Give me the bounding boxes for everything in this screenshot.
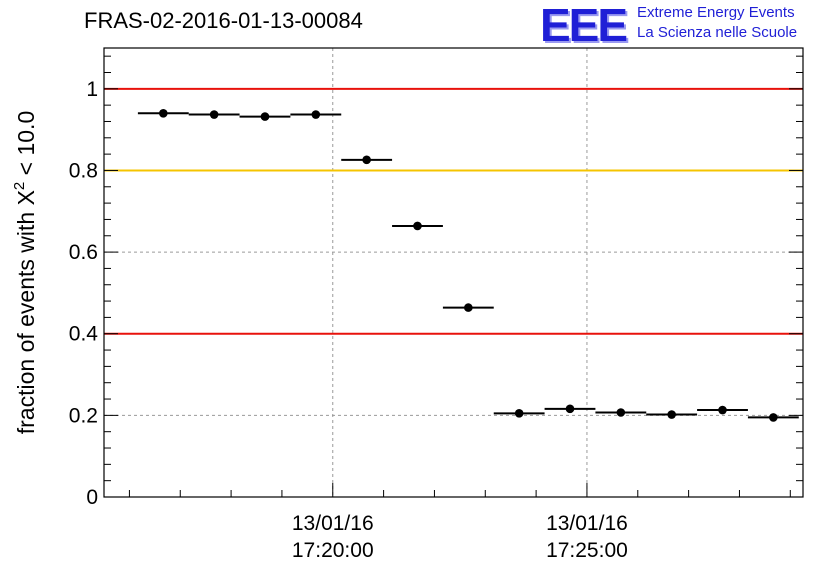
data-point: [362, 155, 371, 165]
y-axis-label-prefix: fraction of events with X: [13, 190, 39, 434]
y-tick-label: 0.6: [69, 241, 98, 264]
data-point: [718, 405, 727, 415]
data-point: [667, 410, 676, 419]
data-point: [209, 110, 219, 119]
y-tick-label: 1: [86, 78, 98, 101]
y-tick-label: 0: [86, 486, 98, 509]
y-axis-label: fraction of events with X2 < 10.0: [11, 111, 39, 435]
y-tick-label: 0.4: [69, 323, 99, 346]
data-point: [311, 110, 321, 119]
y-tick-label: 0.8: [69, 159, 98, 182]
data-point: [769, 413, 778, 422]
data-point: [565, 404, 575, 414]
x-tick-time-label: 17:20:00: [292, 539, 374, 562]
x-tick-date-label: 13/01/16: [292, 512, 374, 535]
x-tick-date-label: 13/01/16: [546, 512, 628, 535]
chart-title: FRAS-02-2016-01-13-00084: [84, 8, 363, 33]
logo-text-line2: La Scienza nelle Scuole: [637, 24, 798, 41]
data-point: [616, 408, 626, 417]
y-axis-label-suffix: < 10.0: [13, 111, 39, 182]
y-axis-label-superscript: 2: [11, 182, 28, 190]
data-point: [260, 112, 270, 121]
logo-text-line1: Extreme Energy Events: [637, 4, 795, 21]
data-point: [159, 109, 168, 118]
data-point: [413, 221, 422, 231]
data-point: [464, 303, 473, 312]
plot-frame: [103, 47, 804, 498]
eee-logo: EEE: [540, 0, 628, 51]
x-tick-time-label: 17:25:00: [546, 539, 628, 562]
data-point: [514, 409, 524, 418]
y-tick-label: 0.2: [69, 404, 98, 427]
